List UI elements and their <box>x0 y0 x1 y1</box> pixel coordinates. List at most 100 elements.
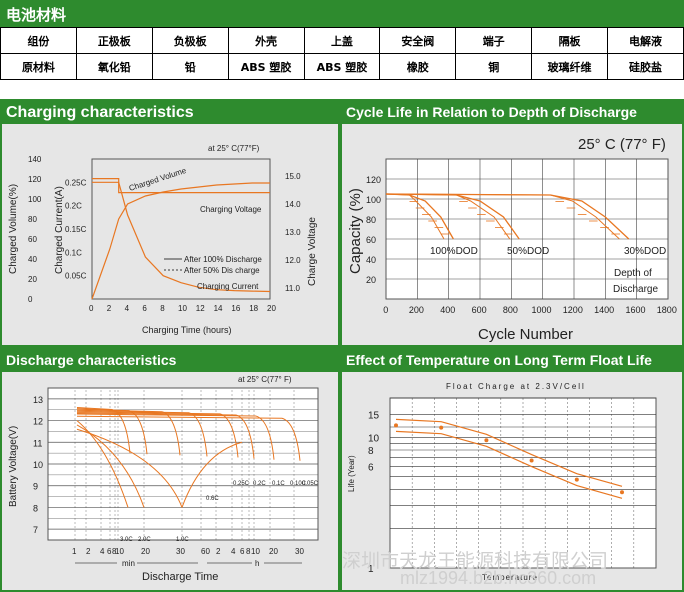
charging-cur-tick: 0.05C <box>65 272 87 281</box>
discharge-curve-steep <box>76 420 129 508</box>
float-x-label: Temperature <box>482 573 538 582</box>
materials-table: 组份 正极板 负极板 外壳 上盖 安全阀 端子 隔板 电解液 原材料 氧化铅 铅… <box>0 27 684 80</box>
charging-x-tick: 4 <box>125 304 130 313</box>
discharge-x-tick: 2 <box>216 547 221 556</box>
float-life-point <box>620 490 624 495</box>
discharge-curve-06c <box>181 441 243 508</box>
cycle-panel: Cycle Life in Relation to Depth of Disch… <box>340 99 684 347</box>
discharge-curve-flat <box>76 415 301 461</box>
float-y-label: Life (Year) <box>347 455 356 492</box>
discharge-rate-label: 0.6C <box>206 496 219 502</box>
discharge-rate-label: 2.0C <box>138 537 151 543</box>
cycle-y-tick: 20 <box>366 275 376 285</box>
discharge-temp: at 25° C(77° F) <box>238 375 292 384</box>
discharge-rate-label: 0.1C <box>272 481 285 487</box>
discharge-x-tick: 20 <box>141 547 150 556</box>
materials-cell: 端子 <box>455 27 533 54</box>
float-y-tick: 8 <box>368 446 374 457</box>
materials-cell: 外壳 <box>227 27 305 54</box>
float-grid <box>390 397 656 568</box>
materials-cell: 电解液 <box>607 27 684 54</box>
float-life-upper <box>395 418 623 487</box>
cycle-y-tick: 120 <box>366 175 381 185</box>
charging-x-tick: 10 <box>178 304 187 313</box>
discharge-x-tick: 30 <box>176 547 185 556</box>
discharge-curve-flat <box>76 413 275 460</box>
float-life-point <box>439 425 444 430</box>
materials-cell: 橡胶 <box>379 53 457 80</box>
cycle-y-tick: 80 <box>366 215 376 225</box>
cycle-x-tick: 1400 <box>594 305 614 315</box>
discharge-x-tick: 8 <box>112 547 117 556</box>
discharge-x-tick: 2 <box>86 547 91 556</box>
float-life-point <box>394 423 398 428</box>
charging-cur-tick: 0.1C <box>65 248 82 257</box>
discharge-y-tick: 13 <box>33 395 43 405</box>
discharge-rate-label: 0.2C <box>253 481 266 487</box>
discharge-x-tick: 6 <box>240 547 245 556</box>
header-band: 电池材料 <box>0 0 684 27</box>
cycle-x-tick: 1200 <box>563 305 583 315</box>
float-title: Effect of Temperature on Long Term Float… <box>342 349 682 372</box>
materials-cell: 铜 <box>455 53 533 80</box>
charging-vol-tick: 60 <box>28 235 37 244</box>
charging-voltage-line <box>92 178 270 194</box>
unit-min: min <box>122 559 135 568</box>
watermark-url: mlz1994.b2b.hc360.com <box>400 568 597 588</box>
materials-cell: ABS 塑胶 <box>303 53 381 80</box>
float-panel: Effect of Temperature on Long Term Float… <box>340 347 684 592</box>
charging-x-tick: 2 <box>107 304 112 313</box>
watermark-company: 深圳市天龙王能源科技有限公司 <box>342 550 609 572</box>
charging-x-tick: 0 <box>89 304 94 313</box>
charging-temp: at 25° C(77°F) <box>208 144 260 153</box>
discharge-y-tick: 11 <box>33 438 42 448</box>
float-y-tick: 6 <box>368 462 374 473</box>
dod-note-1: Depth of <box>614 268 652 279</box>
charging-voltage-label: Charging Voltage <box>200 205 262 214</box>
charging-x-tick: 12 <box>196 304 205 313</box>
float-chart: Float Charge at 2.3V/Cell 15 10 8 6 1 Life (… <box>347 382 657 582</box>
float-life-point <box>484 438 489 443</box>
cycle-x-label: Cycle Number <box>478 326 573 343</box>
cycle-x-tick: 1800 <box>657 305 677 315</box>
cycle-lines <box>385 193 630 240</box>
charging-y2-label: Charged Current(A) <box>54 186 65 274</box>
charging-vol-tick: 140 <box>28 155 42 164</box>
charging-volt-tick: 13.0 <box>285 228 301 237</box>
legend-100: After 100% Discharge <box>184 255 262 264</box>
charging-y3-label: Charge Voltage <box>307 217 318 286</box>
charging-cur-tick: 0.25C <box>65 178 87 187</box>
cycle-y-tick: 100 <box>366 195 381 205</box>
float-y-tick: 15 <box>368 410 380 421</box>
charging-x-tick: 8 <box>160 304 165 313</box>
discharge-curve-flat <box>76 412 255 459</box>
materials-cell: 负极板 <box>151 27 229 54</box>
materials-cell: 氧化铅 <box>75 53 153 80</box>
dod-label-100: 100%DOD <box>430 246 478 257</box>
charging-chart: at 25° C(77°F) 0 2 4 6 8 10 12 14 16 18 20 140 120 10… <box>8 144 318 335</box>
charging-x-tick: 6 <box>142 304 147 313</box>
discharge-x-tick: 20 <box>269 547 278 556</box>
materials-cell: 正极板 <box>75 27 153 54</box>
charging-y1-label: Charged Volume(%) <box>8 184 19 274</box>
cycle-x-tick: 1000 <box>531 305 551 315</box>
charging-volt-tick: 14.0 <box>285 200 301 209</box>
charging-x-tick: 16 <box>231 304 240 313</box>
float-ticks: 15 10 8 6 1 <box>368 410 380 575</box>
charging-vol-tick: 100 <box>28 195 42 204</box>
float-y-tick: 10 <box>368 433 380 444</box>
discharge-y-label: Battery Voltage(V) <box>8 426 19 507</box>
discharge-y-tick: 12 <box>33 417 43 427</box>
charging-volt-tick: 12.0 <box>285 256 301 265</box>
spacer <box>0 80 684 99</box>
discharge-y-tick: 8 <box>33 503 38 513</box>
cycle-band-30%DOD <box>385 193 620 240</box>
materials-cell: 铅 <box>151 53 229 80</box>
charging-panel: Charging characteristics at 25° C(77°F) … <box>0 99 340 347</box>
discharge-y-tick: 7 <box>33 525 38 535</box>
charging-volt-tick: 15.0 <box>285 172 301 181</box>
charging-lines <box>91 178 271 300</box>
materials-row-2: 原材料 氧化铅 铅 ABS 塑胶 ABS 塑胶 橡胶 铜 玻璃纤维 硅胶盐 <box>0 53 684 80</box>
cycle-y-tick: 40 <box>366 255 376 265</box>
